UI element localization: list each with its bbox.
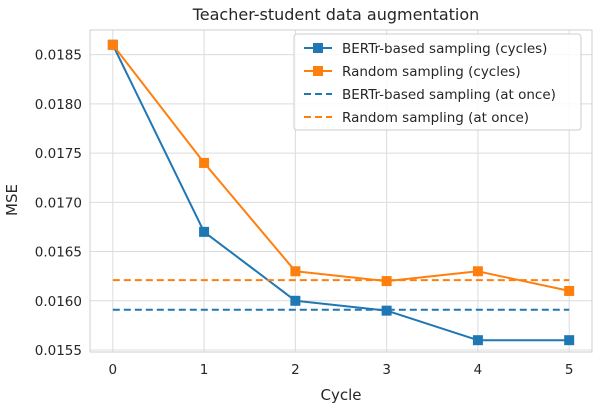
- series-layer: [107, 39, 575, 346]
- series-2: [107, 39, 575, 296]
- x-tick-labels: 0 1 2 3 4 5: [109, 362, 574, 378]
- y-axis-label: MSE: [3, 184, 21, 216]
- x-tick-label: 5: [565, 362, 574, 378]
- data-point: [199, 226, 210, 237]
- series-line: [112, 44, 570, 292]
- legend-label: Random sampling (cycles): [342, 64, 521, 80]
- y-tick-label: 0.0160: [35, 294, 82, 310]
- legend-label: Random sampling (at once): [342, 110, 529, 126]
- y-tick-label: 0.0170: [35, 195, 82, 211]
- x-axis-label: Cycle: [321, 386, 362, 404]
- data-point: [381, 276, 392, 287]
- data-point: [564, 285, 575, 296]
- y-tick-label: 0.0165: [35, 245, 82, 261]
- data-point: [290, 295, 301, 306]
- data-point: [564, 335, 575, 346]
- x-tick-label: 3: [382, 362, 391, 378]
- y-tick-label: 0.0185: [35, 48, 82, 64]
- legend-marker: [313, 66, 323, 76]
- data-point: [472, 335, 483, 346]
- data-point: [381, 305, 392, 316]
- data-point: [199, 157, 210, 168]
- x-tick-label: 4: [474, 362, 483, 378]
- data-point: [107, 39, 118, 50]
- legend-label: BERTr-based sampling (at once): [342, 87, 556, 103]
- data-point: [290, 266, 301, 277]
- y-tick-label: 0.0155: [35, 343, 82, 359]
- legend-label: BERTr-based sampling (cycles): [342, 41, 547, 57]
- chart-title: Teacher-student data augmentation: [192, 5, 480, 24]
- y-tick-label: 0.0180: [35, 97, 82, 113]
- legend-marker: [313, 43, 323, 53]
- x-tick-label: 0: [109, 362, 118, 378]
- legend-box: [293, 33, 582, 131]
- series-line: [111, 44, 570, 342]
- x-tick-label: 2: [291, 362, 300, 378]
- y-tick-label: 0.0175: [35, 146, 82, 162]
- y-tick-labels: 0.0155 0.0160 0.0165 0.0170 0.0175 0.0180 0.01…: [35, 48, 82, 359]
- plot-frame: [89, 29, 593, 353]
- x-tick-label: 1: [200, 362, 209, 378]
- legend: BERTr-based sampling (cycles) Random samp…: [293, 33, 582, 131]
- data-point: [472, 266, 483, 277]
